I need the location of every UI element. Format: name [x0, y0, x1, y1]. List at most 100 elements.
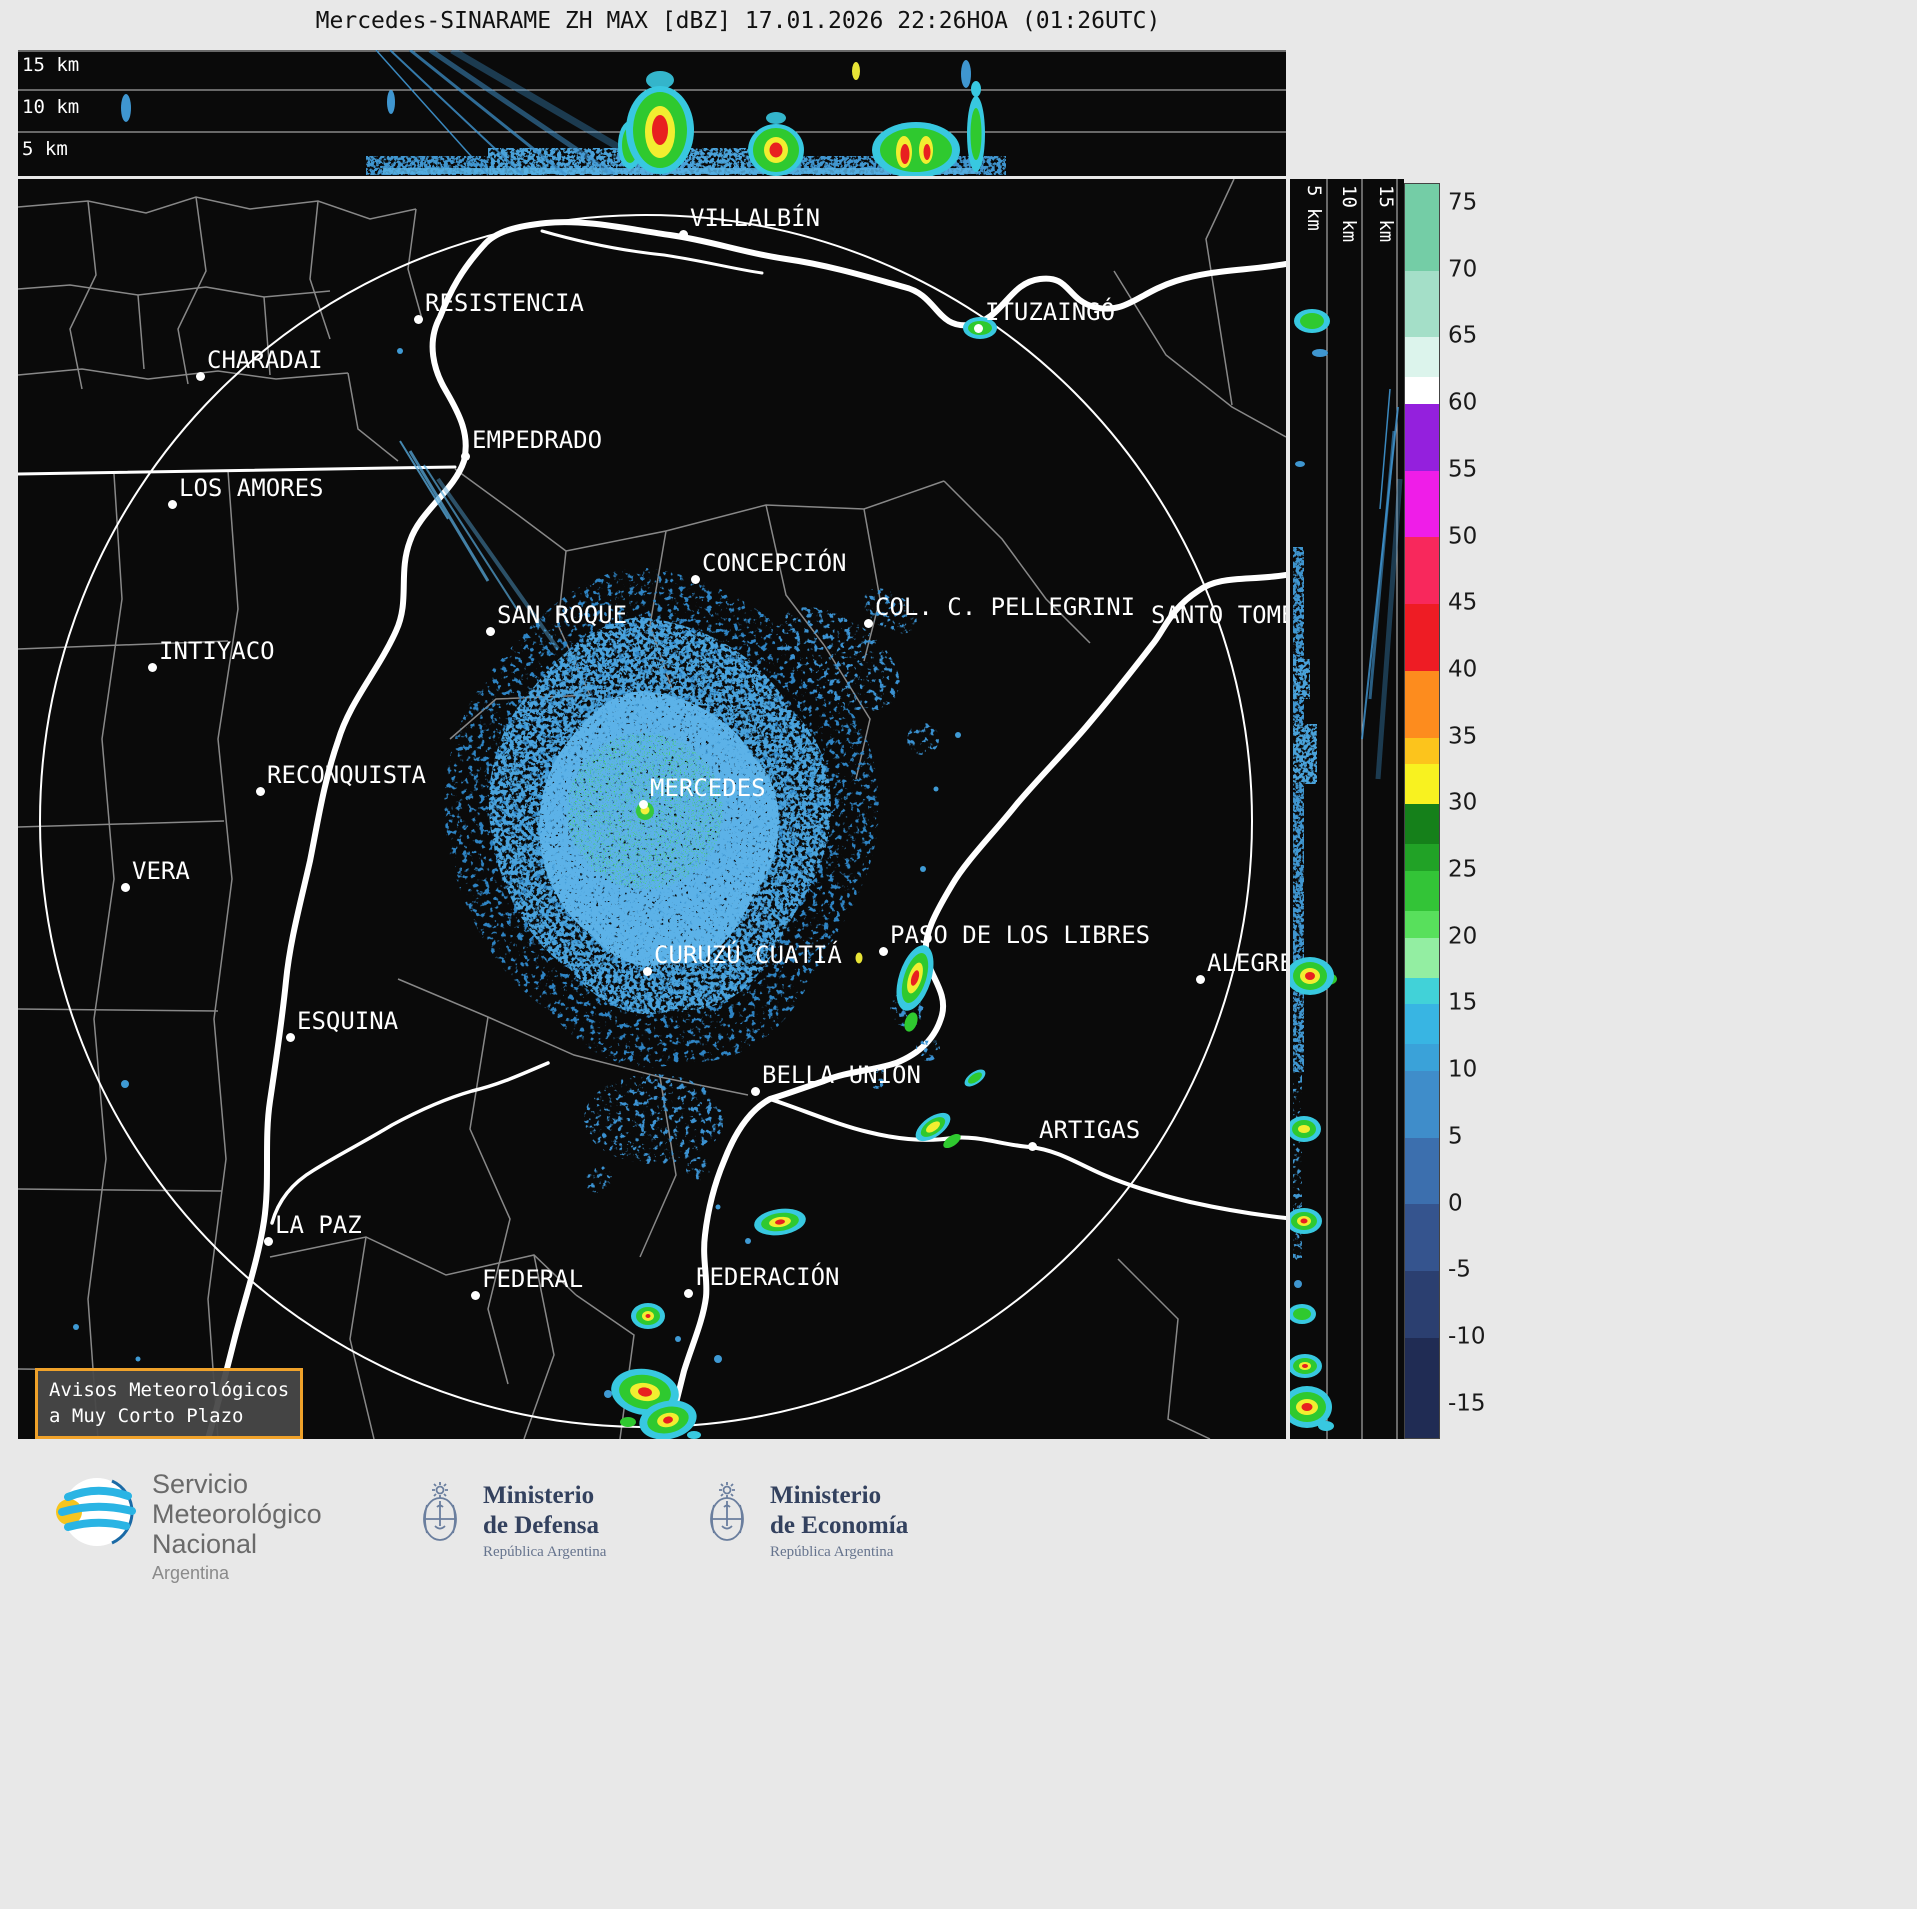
colorbar-band — [1405, 737, 1439, 765]
colorbar-band — [1405, 910, 1439, 938]
cross-right-echoes — [1290, 309, 1403, 1431]
city-label: INTIYACO — [159, 637, 275, 665]
altitude-label-15km-v: 15 km — [1375, 185, 1397, 243]
colorbar-tick-label: -10 — [1448, 1323, 1486, 1350]
city-dot — [264, 1237, 273, 1246]
colorbar-band — [1405, 1044, 1439, 1071]
ministry-economia-branding: Ministerio de Economía República Argenti… — [700, 1481, 908, 1561]
colorbar-band — [1405, 844, 1439, 871]
colorbar-tick-label: -5 — [1448, 1256, 1471, 1283]
colorbar-band — [1405, 1271, 1439, 1338]
city-label: EMPEDRADO — [472, 426, 603, 454]
colorbar-band — [1405, 1337, 1439, 1438]
colorbar-band — [1405, 937, 1439, 978]
cross-section-right-panel: 5 km 10 km 15 km — [1290, 179, 1404, 1439]
altitude-gridlines — [1326, 179, 1398, 1439]
ministry-sub-label: República Argentina — [483, 1544, 607, 1560]
altitude-label-10km-v: 10 km — [1338, 185, 1360, 243]
colorbar-tick-label: 15 — [1448, 989, 1478, 1016]
city-layer: VILLALBÍN RESISTENCIA CHARADAI ITUZAINGÓ EMP… — [18, 179, 1286, 1439]
ministry-sub-label: República Argentina — [770, 1544, 894, 1560]
smn-name-line: Servicio — [152, 1469, 249, 1499]
colorbar-ticks: 75 70 65 60 55 50 45 40 35 30 25 20 15 10 5 0 -5 -10 -15 — [1448, 183, 1528, 1437]
smn-country-label: Argentina — [152, 1562, 230, 1583]
cross-section-right-canvas — [1290, 179, 1403, 1439]
city-label: RECONQUISTA — [267, 761, 426, 789]
colorbar-tick-label: -15 — [1448, 1390, 1486, 1417]
city-dot — [196, 372, 205, 381]
cross-section-top-panel: 15 km 10 km 5 km — [18, 50, 1286, 176]
city-label: BELLA UNIÓN — [762, 1061, 921, 1089]
city-dot — [168, 500, 177, 509]
city-dot — [121, 883, 130, 892]
city-dot — [751, 1087, 760, 1096]
colorbar-band — [1405, 670, 1439, 738]
city-dot — [974, 324, 983, 333]
warning-banner[interactable]: Avisos Meteorológicos a Muy Corto Plazo — [35, 1368, 304, 1440]
radar-map-canvas — [18, 179, 1286, 1439]
ministry-wordmark: Ministerio de Economía República Argenti… — [770, 1481, 908, 1561]
city-label: FEDERAL — [482, 1265, 584, 1293]
smn-name-line: Meteorológico — [152, 1499, 322, 1530]
smn-name-line: Nacional — [152, 1529, 258, 1560]
city-dot — [486, 627, 495, 636]
figure-title: Mercedes-SINARAME ZH MAX [dBZ] 17.01.202… — [315, 8, 1161, 34]
city-label: VILLALBÍN — [690, 204, 821, 232]
cross-section-top-canvas — [18, 50, 1286, 176]
radar-echo-main — [444, 567, 940, 1193]
city-dot — [286, 1033, 295, 1042]
city-dot — [414, 315, 423, 324]
colorbar-tick-label: 65 — [1448, 322, 1478, 349]
cross-top-echoes — [121, 50, 1006, 176]
altitude-label-5km-v: 5 km — [1303, 185, 1325, 231]
footer: Servicio Meteorológico Nacional Argentin… — [0, 1443, 1917, 1909]
city-dot — [879, 947, 888, 956]
colorbar-tick-label: 10 — [1448, 1056, 1478, 1083]
city-label: SANTO TOMÉ — [1151, 601, 1286, 629]
city-label: LA PAZ — [275, 1211, 362, 1239]
city-dot — [864, 619, 873, 628]
ministry-name-line: Ministerio — [483, 1482, 595, 1509]
city-dot — [461, 452, 470, 461]
city-dot — [256, 787, 265, 796]
colorbar-band — [1405, 184, 1439, 271]
city-label: LOS AMORES — [179, 474, 324, 502]
coat-of-arms-icon — [423, 1482, 457, 1541]
altitude-label-10km: 10 km — [22, 96, 80, 118]
colorbar-tick-label: 40 — [1448, 656, 1478, 683]
colorbar-band — [1405, 404, 1439, 471]
city-dot — [684, 1289, 693, 1298]
colorbar-tick-label: 25 — [1448, 856, 1478, 883]
smn-wordmark: Servicio Meteorológico Nacional Argentin… — [152, 1469, 322, 1583]
artifact-fan — [1361, 388, 1403, 780]
colorbar-band — [1405, 604, 1439, 671]
city-dot — [148, 663, 157, 672]
city-dot — [1196, 975, 1205, 984]
stray-echo-dots — [73, 348, 961, 1398]
ministry-defensa-branding: Ministerio de Defensa República Argentin… — [413, 1481, 606, 1561]
ministry-name-line: Ministerio — [770, 1482, 882, 1509]
city-label: ITUZAINGÓ — [985, 298, 1116, 326]
colorbar-band — [1405, 1137, 1439, 1205]
colorbar-band — [1405, 470, 1439, 538]
colorbar-band — [1405, 537, 1439, 605]
city-dot — [471, 1291, 480, 1300]
colorbar-tick-label: 0 — [1448, 1190, 1463, 1217]
colorbar-tick-label: 20 — [1448, 923, 1478, 950]
colorbar-band — [1405, 1070, 1439, 1138]
ministry-name-line: de Economía — [770, 1511, 909, 1539]
city-label: CONCEPCIÓN — [702, 549, 847, 577]
colorbar-tick-label: 50 — [1448, 523, 1478, 550]
city-dot — [1028, 1142, 1037, 1151]
colorbar-band — [1405, 764, 1439, 805]
colorbar-tick-label: 35 — [1448, 723, 1478, 750]
city-dot — [691, 575, 700, 584]
colorbar-bands — [1405, 184, 1439, 1438]
smn-branding: Servicio Meteorológico Nacional Argentin… — [52, 1469, 322, 1583]
city-dot — [639, 800, 648, 809]
colorbar-band — [1405, 337, 1439, 378]
smn-logo-icon — [56, 1478, 136, 1546]
city-label: ESQUINA — [297, 1007, 399, 1035]
city-label: CHARADAI — [207, 346, 323, 374]
